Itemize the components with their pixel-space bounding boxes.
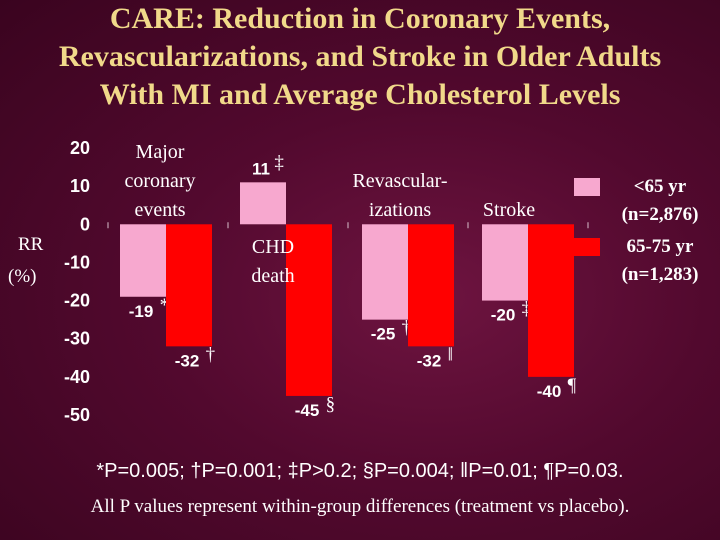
data-label: -20 <box>491 306 516 325</box>
category-label: CHD <box>252 236 294 258</box>
category-label: Revascular- <box>352 170 447 192</box>
footnote-p3: ‡P>0.2; <box>287 460 363 482</box>
legend-swatch <box>574 178 600 196</box>
y-axis-label-rr: RR <box>18 234 44 255</box>
title-line-2: Revascularizations, and Stroke in Older … <box>58 40 662 73</box>
legend-swatch <box>574 238 600 256</box>
category-label: death <box>251 265 294 287</box>
bar <box>240 182 286 225</box>
significance-symbol: † <box>206 344 216 365</box>
data-label: -25 <box>371 325 396 344</box>
y-tick-label: -10 <box>64 252 90 272</box>
bar <box>528 224 574 377</box>
footnote-p5: ‖P=0.01; <box>460 460 544 482</box>
significance-symbol: § <box>326 394 336 415</box>
y-tick-label: 0 <box>80 214 90 234</box>
title-line-1: CARE: Reduction in Coronary Events, <box>109 2 611 35</box>
y-tick-label: -40 <box>64 367 90 387</box>
y-tick-label: -20 <box>64 291 90 311</box>
bar <box>286 224 332 396</box>
legend-label-n: (n=1,283) <box>622 264 699 285</box>
y-tick-label: 10 <box>70 176 90 196</box>
footnote-p2: †P=0.001; <box>190 460 288 482</box>
y-axis-label-percent: (%) <box>8 266 36 287</box>
data-label: -32 <box>417 351 442 370</box>
significance-symbol: ‡ <box>522 299 532 320</box>
category-label: Major <box>136 141 185 163</box>
bar <box>120 224 166 297</box>
data-label: -32 <box>175 351 200 370</box>
category-label: events <box>134 199 185 221</box>
significance-symbol: ¶ <box>568 375 577 396</box>
data-label: 11 <box>252 159 270 178</box>
significance-symbol: † <box>402 318 412 339</box>
bar <box>362 224 408 320</box>
bar <box>482 224 528 301</box>
y-tick-label: 20 <box>70 138 90 158</box>
title-line-3: With MI and Average Cholesterol Levels <box>99 78 621 111</box>
footnote-p-values: *P=0.005; †P=0.001; ‡P>0.2; §P=0.004; ‖P… <box>0 460 720 483</box>
footnote-all-p-values: All P values represent within-group diff… <box>90 496 630 517</box>
data-label: -45 <box>295 401 320 420</box>
legend-label-n: (n=2,876) <box>622 204 699 225</box>
y-tick-label: -50 <box>64 405 90 425</box>
category-label: Stroke <box>483 199 535 221</box>
bar <box>408 224 454 347</box>
significance-symbol: ‖ <box>448 344 453 365</box>
y-tick-label: -30 <box>64 329 90 349</box>
footnote-p6: ¶P=0.03. <box>543 460 624 482</box>
significance-symbol: ‡ <box>274 152 284 173</box>
significance-symbol: * <box>160 295 170 316</box>
legend-label: 65-75 yr <box>626 236 694 257</box>
footnote-p1: *P=0.005; <box>96 460 191 482</box>
data-label: -19 <box>129 302 154 321</box>
slide-title: CARE: Reduction in Coronary Events, Reva… <box>0 0 720 114</box>
bar <box>166 224 212 347</box>
legend-label: <65 yr <box>634 176 687 197</box>
category-label: coronary <box>124 170 195 192</box>
data-label: -40 <box>537 382 562 401</box>
category-label: izations <box>369 199 431 221</box>
footnote-p4: §P=0.004; <box>362 460 461 482</box>
